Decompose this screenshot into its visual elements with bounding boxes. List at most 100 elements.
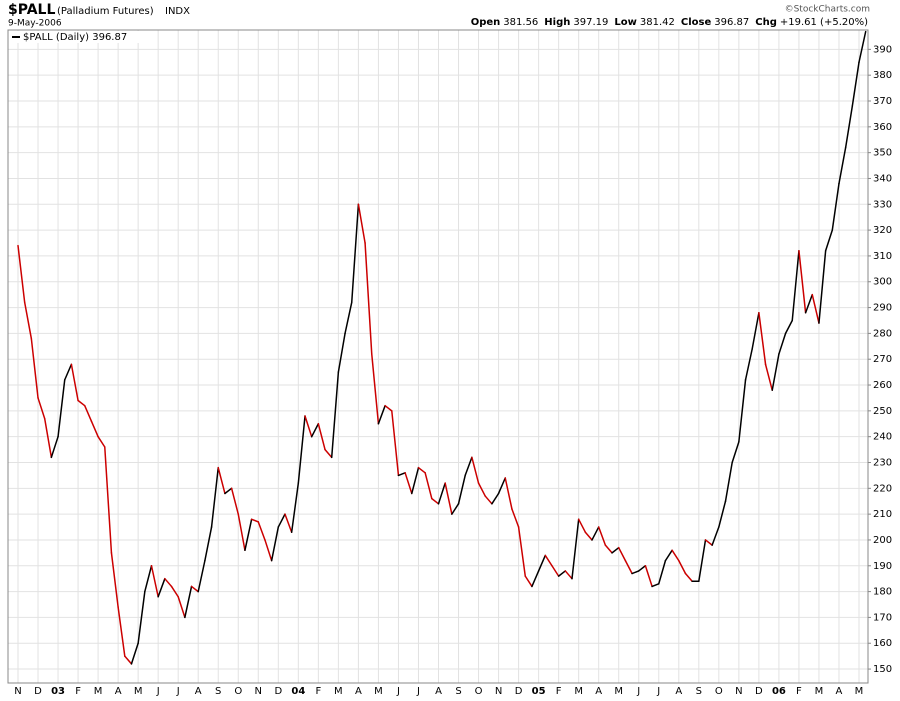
- line-segment: [250, 518, 260, 523]
- line-segment: [364, 242, 373, 355]
- line-segment: [577, 518, 587, 533]
- line-segment: [811, 293, 820, 324]
- line-segment: [297, 415, 306, 484]
- line-segment: [237, 513, 246, 552]
- line-segment: [504, 477, 513, 510]
- x-tick-label: 06: [772, 686, 786, 697]
- line-segment: [170, 585, 179, 598]
- x-tick-label: 03: [51, 686, 65, 697]
- y-tick-label: 240: [873, 432, 892, 443]
- line-segment: [344, 301, 353, 335]
- x-tick-label: J: [396, 686, 400, 697]
- line-segment: [597, 526, 607, 546]
- x-tick-label: J: [176, 686, 180, 697]
- x-tick-label: M: [374, 686, 383, 697]
- line-segment: [371, 353, 380, 425]
- line-segment: [778, 332, 787, 355]
- line-segment: [304, 415, 313, 438]
- line-segment: [611, 546, 620, 554]
- x-tick-label: N: [735, 686, 742, 697]
- line-segment: [851, 61, 860, 107]
- line-segment: [157, 577, 166, 598]
- line-segment: [310, 423, 320, 438]
- line-segment: [671, 549, 680, 562]
- line-segment: [844, 105, 854, 149]
- y-tick-label: 200: [873, 535, 892, 546]
- y-tick-label: 290: [873, 303, 892, 314]
- y-tick-label: 330: [873, 199, 892, 210]
- quote-label: Close: [681, 17, 712, 28]
- line-segment: [63, 363, 73, 381]
- y-tick-label: 210: [873, 509, 892, 520]
- line-segment: [437, 482, 446, 505]
- x-tick-label: N: [495, 686, 502, 697]
- quote-value: 381.56: [503, 17, 538, 28]
- line-segment: [431, 497, 440, 505]
- line-segment: [357, 203, 366, 244]
- line-segment: [424, 472, 433, 500]
- x-tick-label: O: [475, 686, 483, 697]
- line-segment: [224, 487, 233, 495]
- x-tick-label: M: [614, 686, 623, 697]
- line-segment: [531, 570, 540, 588]
- line-segment: [50, 435, 59, 459]
- line-segment: [744, 348, 753, 381]
- x-tick-label: N: [255, 686, 262, 697]
- line-segment: [584, 531, 593, 541]
- line-segment: [631, 570, 640, 575]
- quote-value: 397.19: [573, 17, 608, 28]
- line-segment: [244, 518, 253, 552]
- line-segment: [698, 539, 707, 583]
- line-segment: [537, 554, 547, 572]
- x-tick-label: A: [595, 686, 602, 697]
- line-segment: [804, 293, 814, 314]
- line-segment: [230, 487, 240, 515]
- line-segment: [658, 559, 667, 585]
- x-tick-label: F: [796, 686, 802, 697]
- line-segment: [270, 526, 280, 562]
- y-tick-label: 270: [873, 354, 892, 365]
- line-segment: [264, 539, 273, 562]
- x-tick-label: A: [115, 686, 122, 697]
- x-tick-label: S: [215, 686, 221, 697]
- y-tick-label: 170: [873, 612, 892, 623]
- legend-label: $PALL (Daily) 396.87: [23, 32, 127, 43]
- x-tick-label: 05: [532, 686, 546, 697]
- x-tick-label: M: [334, 686, 343, 697]
- y-tick-label: 280: [873, 328, 892, 339]
- plot-border: [7, 29, 869, 684]
- x-tick-label: S: [455, 686, 461, 697]
- x-tick-label: A: [836, 686, 843, 697]
- x-tick-label: N: [14, 686, 21, 697]
- chart-subtitle: (Palladium Futures): [57, 6, 154, 17]
- line-segment: [110, 552, 119, 608]
- y-tick-label: 380: [873, 70, 892, 81]
- line-segment: [451, 503, 460, 515]
- x-tick-label: D: [515, 686, 523, 697]
- x-tick-label: A: [435, 686, 442, 697]
- line-segment: [711, 526, 720, 546]
- y-tick-label: 230: [873, 457, 892, 468]
- line-segment: [704, 539, 713, 546]
- date: 9-May-2006: [8, 19, 62, 29]
- line-segment: [564, 570, 573, 580]
- x-tick-label: 04: [291, 686, 305, 697]
- line-segment: [217, 466, 226, 495]
- legend-name: $PALL (Daily): [23, 32, 89, 43]
- quote: Open 381.56 High 397.19 Low 381.42 Close 396.87…: [471, 17, 868, 28]
- x-tick-label: F: [75, 686, 81, 697]
- quote-value: +19.61 (+5.20%): [780, 17, 868, 28]
- line-segment: [104, 446, 113, 554]
- line-segment: [83, 404, 93, 422]
- line-segment: [337, 332, 346, 373]
- line-segment: [124, 655, 133, 665]
- line-segment: [644, 565, 653, 588]
- x-tick-label: A: [675, 686, 682, 697]
- line-segment: [511, 508, 520, 528]
- line-segment: [464, 456, 473, 477]
- line-segment: [477, 482, 486, 497]
- line-segment: [718, 500, 727, 528]
- y-tick-label: 190: [873, 561, 892, 572]
- line-segment: [551, 565, 560, 577]
- line-segment: [858, 30, 867, 64]
